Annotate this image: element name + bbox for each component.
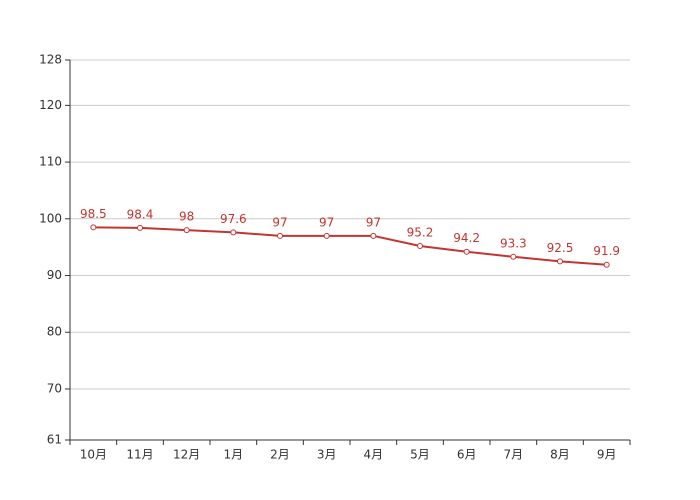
data-label: 98.4	[127, 207, 154, 221]
x-tick-label: 4月	[364, 448, 384, 462]
y-tick-label: 128	[39, 53, 62, 67]
point	[277, 232, 283, 239]
point	[603, 261, 610, 268]
data-label: 97	[319, 215, 334, 229]
x-tick-label: 3月	[317, 448, 337, 462]
data-label: 91.9	[593, 244, 620, 258]
x-tick-label: 8月	[550, 448, 570, 462]
data-label: 97.6	[220, 212, 247, 226]
point	[417, 243, 423, 250]
y-tick-label: 80	[47, 325, 62, 339]
x-tick-label: 12月	[173, 448, 200, 462]
data-label: 97	[272, 215, 287, 229]
y-tick-label: 70	[47, 381, 62, 395]
y-tick-label: 90	[47, 268, 62, 282]
data-label: 98.5	[80, 207, 107, 221]
y-tick-label: 110	[39, 155, 62, 169]
point	[230, 229, 237, 236]
y-tick-label: 120	[39, 98, 62, 112]
x-tick-label: 7月	[504, 448, 524, 462]
point	[510, 253, 517, 260]
point	[557, 258, 563, 265]
data-label: 97	[366, 215, 381, 229]
point	[323, 232, 330, 239]
x-tick-label: 1月	[224, 448, 244, 462]
data-label: 95.2	[407, 226, 434, 240]
point	[183, 227, 190, 234]
x-tick-label: 9月	[597, 448, 617, 462]
data-label: 93.3	[500, 236, 527, 250]
data-label: 94.2	[453, 231, 480, 245]
point	[463, 248, 470, 255]
point	[90, 224, 97, 231]
y-tick-label: 61	[47, 433, 62, 447]
x-tick-label: 6月	[457, 448, 477, 462]
x-tick-label: 11月	[126, 448, 153, 462]
point	[137, 224, 143, 231]
point	[370, 232, 377, 239]
x-tick-label: 10月	[80, 448, 107, 462]
data-label: 92.5	[547, 241, 574, 255]
data-label: 98	[179, 210, 194, 224]
y-tick-label: 100	[39, 211, 62, 225]
line	[93, 226, 607, 266]
x-tick-label: 2月	[270, 448, 290, 462]
x-tick-label: 5月	[410, 448, 430, 462]
